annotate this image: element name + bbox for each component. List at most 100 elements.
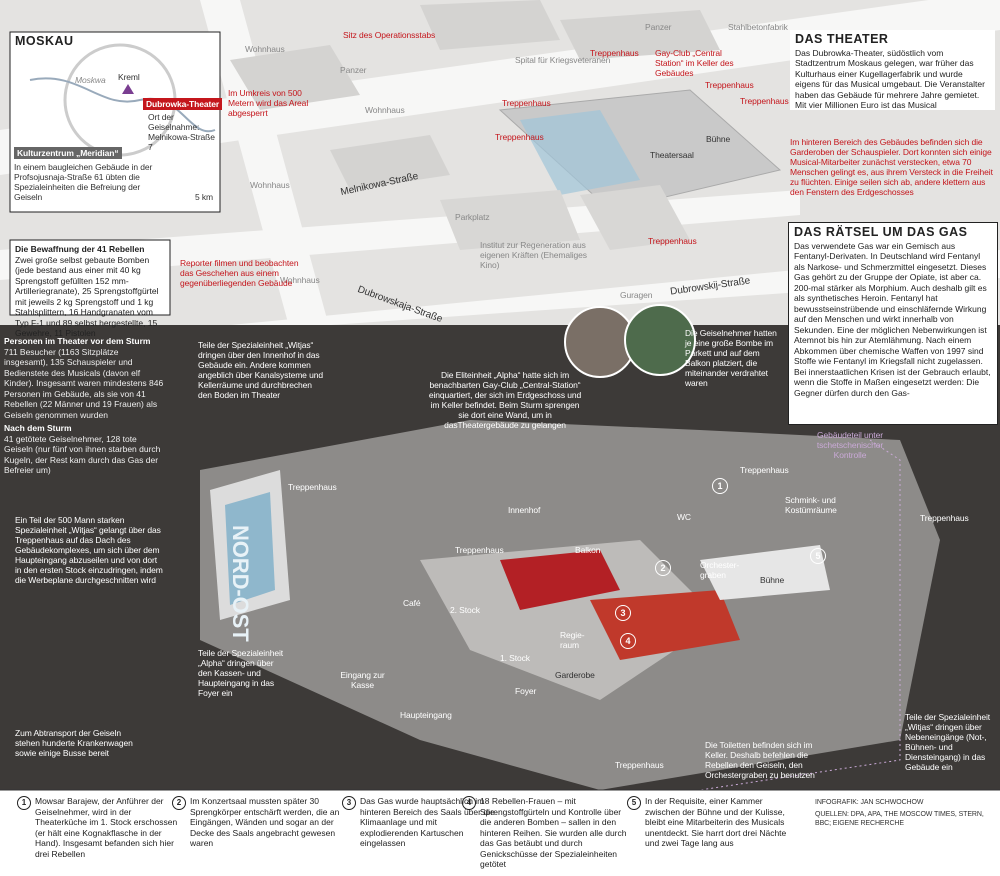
footnote: 5 In der Requisite, einer Kammer zwischen… xyxy=(627,796,795,849)
footnote-number: 4 xyxy=(462,796,476,810)
label: Institut zur Regeneration aus eigenen Kr… xyxy=(480,240,587,270)
label: Balkon xyxy=(575,545,601,555)
road xyxy=(200,0,330,330)
footnote-text: In der Requisite, einer Kammer zwischen … xyxy=(645,796,787,848)
building xyxy=(560,10,720,60)
footnote-number: 3 xyxy=(342,796,356,810)
theater-box: DAS THEATER Das Dubrowka-Theater, südöst… xyxy=(790,30,995,110)
banner-text: NORD-OST xyxy=(228,525,253,642)
footnote-number: 2 xyxy=(172,796,186,810)
meridian-label: Kulturzentrum „Meridian“ xyxy=(14,147,122,159)
label: Treppenhaus xyxy=(615,760,664,770)
label: Zum Abtransport der Geiseln stehen hunde… xyxy=(15,728,133,758)
footer-bg xyxy=(0,790,1000,876)
footnote-number: 5 xyxy=(627,796,641,810)
label: Ein Teil der 500 Mann starken Spezialein… xyxy=(15,515,163,585)
building xyxy=(420,0,560,50)
label: Panzer xyxy=(645,22,672,32)
box-title: DAS THEATER xyxy=(795,32,889,46)
map-title: MOSKAU xyxy=(15,34,74,48)
river-label: Moskwa xyxy=(75,75,106,85)
label: Panzer xyxy=(340,65,367,75)
marker: 4 xyxy=(620,633,636,649)
label: Reporter filmen und beobachten das Gesch… xyxy=(180,258,299,288)
label: 1. Stock xyxy=(500,653,530,663)
weapons-title: Die Bewaffnung der 41 Rebellen xyxy=(15,244,145,254)
label: Treppenhaus xyxy=(740,96,789,106)
label: Treppenhaus xyxy=(648,236,697,246)
photo xyxy=(624,304,696,376)
river xyxy=(29,77,216,133)
label: Treppenhaus xyxy=(740,465,789,475)
label: Orchester-graben xyxy=(700,560,740,580)
label: 2. Stock xyxy=(450,605,480,615)
stage xyxy=(700,545,830,600)
persons: Personen im Theater vor dem Sturm 711 Be… xyxy=(4,336,164,479)
label: Teile der Spezialeinheit „Alpha“ dringen… xyxy=(198,648,284,698)
label: Wohnhaus xyxy=(280,275,320,285)
building xyxy=(440,190,580,250)
sources: QUELLEN: DPA, APA, THE MOSCOW TIMES, STE… xyxy=(815,811,984,827)
label: Wohnhaus xyxy=(250,180,290,190)
facade xyxy=(520,110,640,195)
scale: 5 km xyxy=(195,192,214,202)
theater-note: Ort der Geiselnahme: Melnikowa-Straße 7 xyxy=(148,112,215,152)
footnote-text: Mowsar Barajew, der Anführer der Geiseln… xyxy=(35,796,178,859)
building xyxy=(580,185,690,250)
label: Im Umkreis von 500 Metern wird das Areal… xyxy=(228,88,309,118)
label: Eingang zur Kasse xyxy=(340,670,385,690)
building xyxy=(330,135,450,190)
theater-label: Dubrowka-Theater xyxy=(143,98,223,110)
balcony-seats xyxy=(500,550,620,610)
footnote: 4 18 Rebellen-Frauen – mit Sprengstoffgür… xyxy=(462,796,630,870)
label: Treppenhaus xyxy=(455,545,504,555)
marker: 3 xyxy=(615,605,631,621)
label: Stahlbetonfabrik xyxy=(728,22,788,32)
label: Treppenhaus xyxy=(495,132,544,142)
label: Wohnhaus xyxy=(365,105,405,115)
label: Gay-Club „Central Station“ im Keller des… xyxy=(655,48,734,78)
persons-text: 41 getötete Geiselnehmer, 128 tote Geise… xyxy=(4,433,161,476)
footnote-text: Im Konzertsaal mussten später 30 Sprengk… xyxy=(190,796,340,848)
building xyxy=(230,45,360,110)
persons-title: Personen im Theater vor dem Sturm xyxy=(4,336,151,346)
footnote-text: 18 Rebellen-Frauen – mit Sprengstoffgürt… xyxy=(480,796,627,869)
label: Foyer xyxy=(515,686,537,696)
label: Sitz des Operationsstabs xyxy=(343,30,436,40)
label: Die Eliteinheit „Alpha“ hatte sich im be… xyxy=(428,370,582,430)
label: Regie-raum xyxy=(560,630,585,650)
label: Treppenhaus xyxy=(920,513,969,523)
label: Teile der Spezialeinheit „Witjas“ dringe… xyxy=(905,712,991,772)
label: Die Geiselnehmer hatten je eine große Bo… xyxy=(685,328,777,388)
label: Treppenhaus xyxy=(590,48,639,58)
box-text: Das verwendete Gas war ein Gemisch aus F… xyxy=(794,240,991,398)
gas-box: DAS RÄTSEL UM DAS GAS Das verwendete Gas… xyxy=(788,222,998,425)
label: Innenhof xyxy=(508,505,541,515)
marker: 1 xyxy=(712,478,728,494)
footnote-text: Das Gas wurde hauptsächlich im hinteren … xyxy=(360,796,495,848)
kreml-mark xyxy=(122,84,134,94)
label: Gebäudeteil unter tschetschenischer Kont… xyxy=(816,430,884,460)
footnote-number: 1 xyxy=(17,796,31,810)
label: Die Toiletten befinden sich im Keller. D… xyxy=(705,740,815,780)
label: Bühne xyxy=(760,575,785,585)
control-zone xyxy=(699,439,901,791)
credit: INFOGRAFIK: JAN SCHWOCHOW xyxy=(815,799,924,806)
map-box xyxy=(9,31,221,213)
label: Treppenhaus xyxy=(502,98,551,108)
label: Garderobe xyxy=(555,670,595,680)
wardrobe-note: Im hinteren Bereich des Gebäudes befinde… xyxy=(790,137,993,197)
auditorium xyxy=(420,540,720,700)
label: Treppenhaus xyxy=(705,80,754,90)
persons-title: Nach dem Sturm xyxy=(4,423,72,433)
banner xyxy=(225,492,275,605)
map: MOSKAU xyxy=(10,32,220,212)
marker: 2 xyxy=(655,560,671,576)
weapons-text: Zwei große selbst gebaute Bomben (jede b… xyxy=(15,254,159,339)
label: Guragen xyxy=(620,290,653,300)
label: Schmink- und Kostümräume xyxy=(785,495,837,515)
label: Theatersaal xyxy=(650,150,694,160)
weapons-box xyxy=(9,239,171,316)
label: Haupteingang xyxy=(400,710,452,720)
